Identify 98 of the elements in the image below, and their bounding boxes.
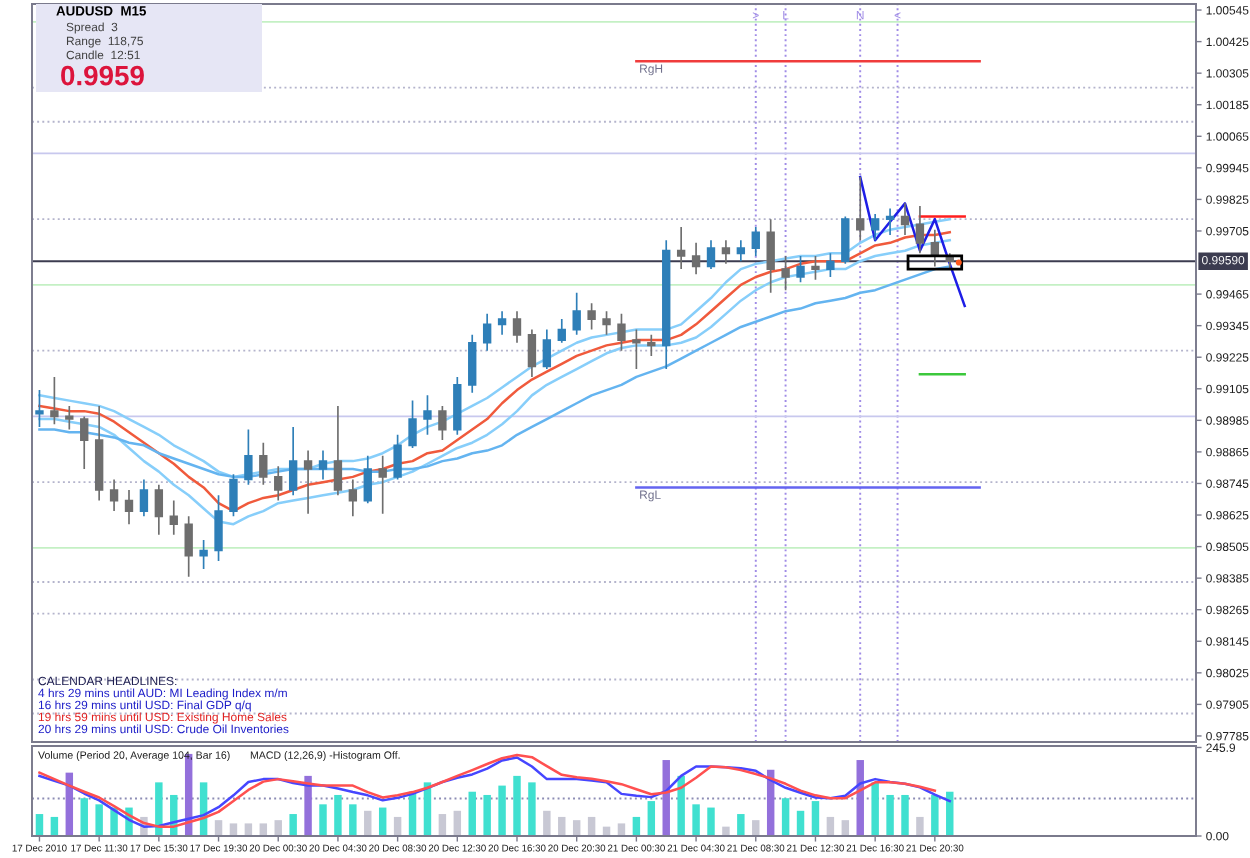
candlestick — [288, 426, 298, 497]
bar — [334, 794, 342, 836]
bar — [707, 807, 715, 836]
candlestick — [527, 328, 537, 378]
bar — [80, 798, 88, 836]
candlestick — [706, 239, 716, 270]
candlestick — [438, 405, 447, 441]
candlestick — [124, 489, 134, 526]
candlestick — [647, 334, 656, 357]
bar — [528, 782, 536, 836]
candlestick — [572, 291, 581, 336]
bar — [781, 798, 790, 836]
bar — [946, 791, 954, 836]
candlestick — [274, 465, 283, 502]
candlestick — [751, 226, 760, 257]
bar — [468, 791, 476, 836]
candlestick — [109, 478, 119, 512]
bar — [871, 782, 879, 836]
candlestick — [468, 334, 477, 394]
bar — [35, 814, 44, 836]
candlestick — [214, 494, 223, 562]
candlestick — [602, 310, 611, 336]
candlestick — [841, 215, 850, 265]
candlestick — [676, 226, 686, 270]
candlestick — [199, 539, 208, 570]
candlestick — [856, 176, 865, 242]
bar — [513, 775, 521, 836]
candlestick — [587, 302, 596, 331]
bar — [558, 816, 566, 836]
candlestick — [259, 441, 268, 486]
candlestick — [169, 499, 178, 536]
candlestick — [348, 478, 358, 518]
bar — [543, 810, 551, 836]
candlestick — [80, 415, 89, 470]
bar — [752, 820, 760, 836]
candlestick — [244, 428, 253, 486]
bar — [856, 760, 864, 836]
candlestick — [408, 399, 417, 449]
bar — [498, 785, 506, 836]
candlestick — [736, 239, 746, 263]
candlestick — [781, 255, 790, 291]
candlestick — [930, 228, 940, 268]
candlestick — [542, 328, 552, 370]
candlestick — [50, 376, 59, 426]
bar — [438, 814, 447, 836]
bar — [155, 782, 163, 836]
candlestick — [900, 202, 910, 236]
bar — [811, 801, 820, 836]
candlestick — [811, 255, 820, 281]
bar — [95, 804, 103, 836]
bar — [677, 775, 685, 836]
candlestick — [393, 433, 402, 481]
candlestick — [721, 239, 731, 265]
candlestick — [333, 405, 343, 497]
bar — [692, 804, 700, 836]
candlestick — [94, 405, 104, 502]
bar — [647, 801, 656, 836]
bar — [737, 814, 745, 836]
candlestick — [557, 318, 566, 344]
bar — [364, 810, 372, 836]
candlestick — [915, 205, 925, 255]
bar — [483, 794, 491, 836]
candlestick — [691, 241, 701, 276]
bar — [901, 794, 909, 836]
bar — [886, 794, 894, 836]
candlestick — [318, 449, 328, 481]
candlestick — [512, 310, 522, 344]
candlestick — [303, 449, 313, 515]
candlestick — [662, 239, 671, 370]
candlestick — [826, 252, 835, 278]
bar — [349, 804, 357, 836]
candlestick — [632, 328, 641, 370]
bar — [304, 775, 312, 836]
bar — [289, 814, 297, 836]
candlestick — [482, 312, 492, 352]
candlestick — [766, 218, 775, 294]
candlestick — [885, 207, 895, 236]
candlestick — [870, 213, 880, 242]
candlestick — [35, 389, 44, 428]
candlestick — [378, 455, 387, 515]
bar — [916, 816, 924, 836]
candlestick — [497, 310, 507, 336]
candlestick — [453, 376, 462, 436]
candlestick — [154, 483, 164, 536]
candlestick — [363, 455, 372, 505]
bar — [722, 826, 730, 836]
bar — [319, 804, 327, 836]
candlestick — [617, 312, 626, 352]
bar — [931, 794, 939, 836]
candlestick — [65, 405, 74, 431]
candlestick — [229, 473, 238, 518]
candlestick — [423, 394, 432, 436]
annotation: 0.9959 — [61, 65, 144, 86]
candlestick — [796, 255, 805, 284]
line-series — [858, 175, 966, 308]
candlestick — [139, 478, 149, 518]
line-series — [38, 217, 952, 479]
candlestick — [184, 515, 193, 578]
